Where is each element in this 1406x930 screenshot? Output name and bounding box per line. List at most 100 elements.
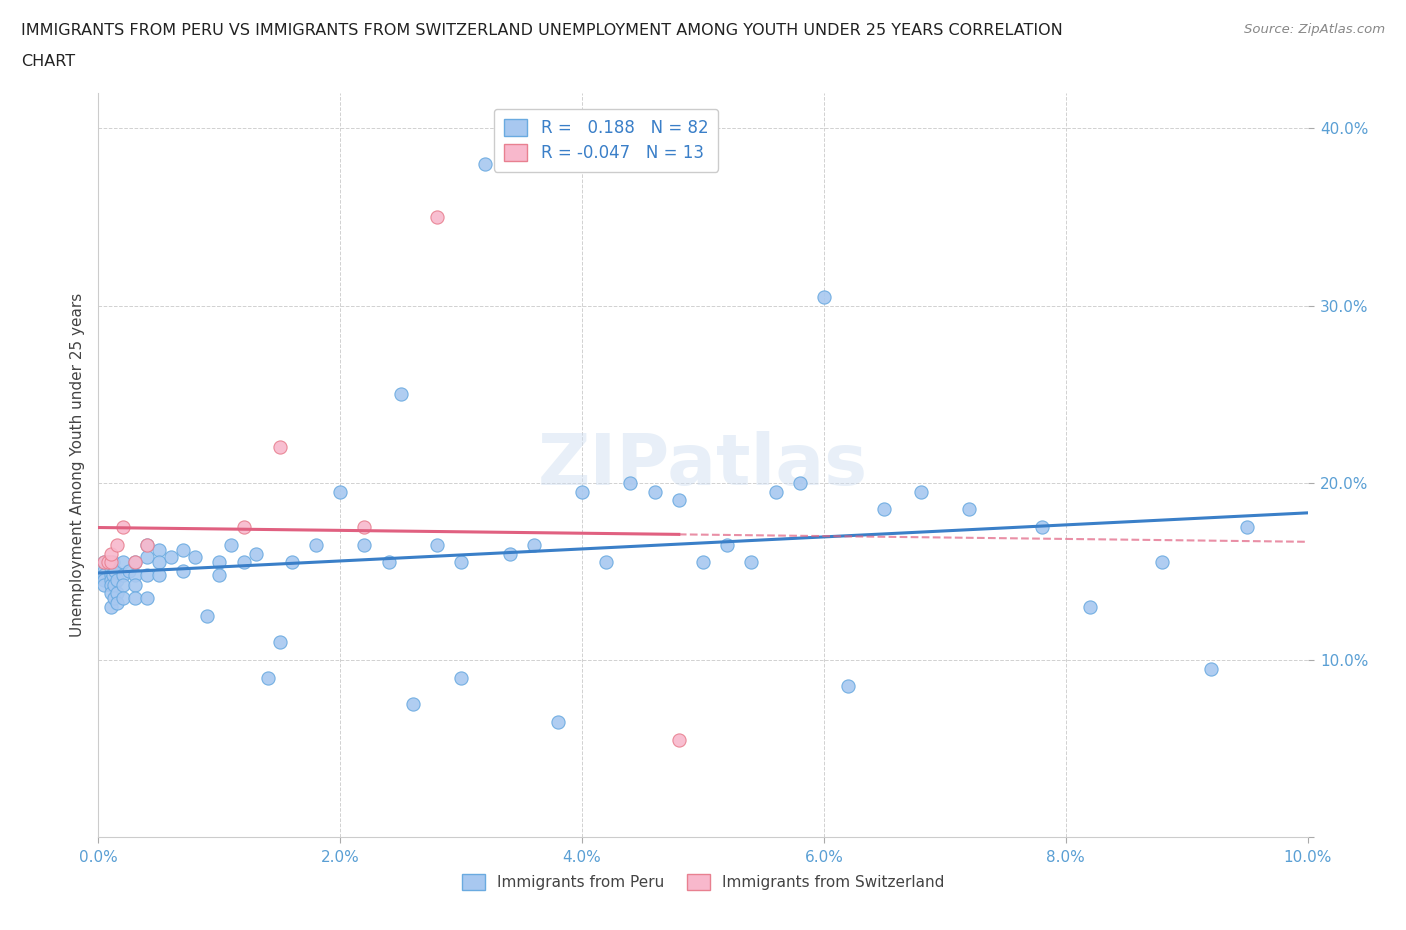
Point [111,520,134,535]
Text: Source: ZipAtlas.com: Source: ZipAtlas.com [1244,23,1385,36]
Point [124,555,146,570]
Point [104,564,127,578]
Point [105,585,128,600]
Point [1199,661,1222,676]
Point [93,555,115,570]
Point [208,555,231,570]
Point [100,567,122,582]
Point [474,156,496,171]
Point [281,555,304,570]
Point [450,555,472,570]
Point [105,573,128,588]
Point [124,578,146,593]
Point [765,485,787,499]
Point [135,538,157,552]
Point [256,671,278,685]
Point [1031,520,1053,535]
Point [148,555,170,570]
Point [1236,520,1258,535]
Point [118,564,141,578]
Text: CHART: CHART [21,54,75,69]
Point [245,546,267,561]
Point [813,289,835,304]
Point [93,578,115,593]
Point [692,555,714,570]
Point [103,591,125,605]
Point [103,578,125,593]
Point [269,634,291,649]
Point [377,555,399,570]
Point [93,573,115,588]
Point [148,542,170,557]
Point [195,608,218,623]
Point [111,578,134,593]
Point [101,567,124,582]
Point [269,440,291,455]
Point [105,538,128,552]
Point [571,485,593,499]
Point [740,555,762,570]
Point [135,567,157,582]
Point [100,546,122,561]
Point [100,585,122,600]
Point [389,387,412,402]
Point [100,599,122,614]
Point [100,555,122,570]
Point [619,475,641,490]
Point [498,546,520,561]
Point [716,538,738,552]
Point [873,502,896,517]
Point [97,555,120,570]
Point [93,567,115,582]
Point [160,550,183,565]
Point [353,520,375,535]
Point [910,485,932,499]
Point [124,591,146,605]
Legend: Immigrants from Peru, Immigrants from Switzerland: Immigrants from Peru, Immigrants from Sw… [456,868,950,897]
Point [172,564,194,578]
Point [100,560,122,575]
Point [111,567,134,582]
Point [644,485,666,499]
Y-axis label: Unemployment Among Youth under 25 years: Unemployment Among Youth under 25 years [69,293,84,637]
Point [402,697,425,711]
Point [547,714,569,729]
Point [523,538,546,552]
Point [305,538,328,552]
Point [124,567,146,582]
Point [148,567,170,582]
Point [208,567,231,582]
Point [668,732,690,747]
Point [100,573,122,588]
Point [426,538,449,552]
Point [232,555,254,570]
Point [111,591,134,605]
Point [105,596,128,611]
Point [97,555,120,570]
Point [1152,555,1174,570]
Point [353,538,375,552]
Point [329,485,352,499]
Point [184,550,207,565]
Point [135,550,157,565]
Point [221,538,243,552]
Point [135,591,157,605]
Point [124,555,146,570]
Point [135,538,157,552]
Text: IMMIGRANTS FROM PERU VS IMMIGRANTS FROM SWITZERLAND UNEMPLOYMENT AMONG YOUTH UND: IMMIGRANTS FROM PERU VS IMMIGRANTS FROM … [21,23,1063,38]
Point [837,679,859,694]
Point [93,564,115,578]
Point [111,555,134,570]
Point [93,555,115,570]
Point [101,555,124,570]
Point [957,502,980,517]
Point [450,671,472,685]
Point [595,555,617,570]
Point [1078,599,1101,614]
Point [100,578,122,593]
Text: ZIPatlas: ZIPatlas [538,431,868,499]
Point [426,209,449,224]
Point [668,493,690,508]
Point [789,475,811,490]
Point [232,520,254,535]
